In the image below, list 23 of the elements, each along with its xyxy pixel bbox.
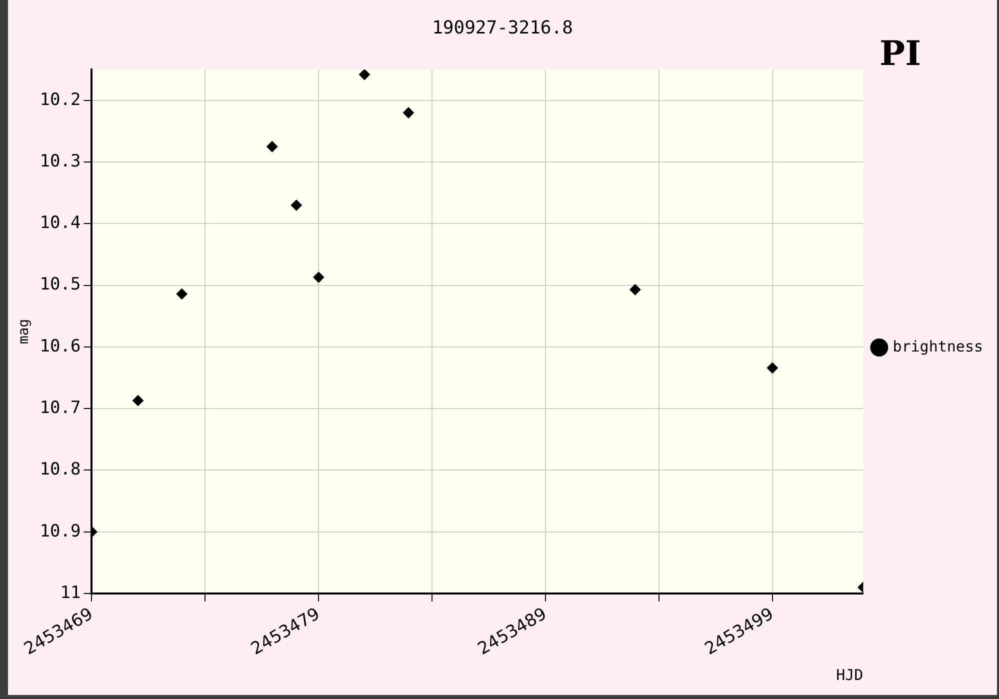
y-axis-title: mag <box>16 318 32 344</box>
point <box>176 288 188 300</box>
point <box>402 107 414 118</box>
y-tick-label: 10.6 <box>40 336 81 356</box>
y-tick-label: 10.9 <box>40 521 81 542</box>
y-tick-label: 10.7 <box>40 398 81 418</box>
point <box>266 141 278 152</box>
y-tick-label: 10.5 <box>40 274 81 295</box>
y-tick-label: 10.3 <box>40 151 81 172</box>
y-tick-label: 10.4 <box>40 213 81 234</box>
point <box>766 362 778 374</box>
text: PI <box>880 34 921 74</box>
legend-label: brightness <box>892 337 984 356</box>
y-tick-label: 11 <box>60 582 81 603</box>
chart-title: 190927-3216.8 <box>432 17 573 38</box>
y-tick-label: 10.8 <box>40 460 81 480</box>
point <box>313 272 324 283</box>
point <box>290 200 302 211</box>
point <box>132 395 144 406</box>
point <box>630 284 641 296</box>
point <box>358 70 370 80</box>
x-axis-title: HJD <box>836 666 864 684</box>
y-tick-label: 10.2 <box>40 90 81 110</box>
